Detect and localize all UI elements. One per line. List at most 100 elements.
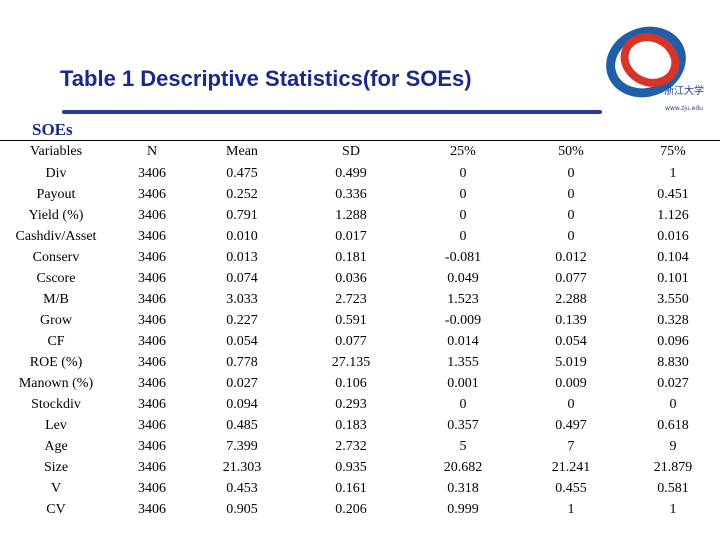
section-divider <box>0 140 720 141</box>
value-cell: 1 <box>669 166 677 181</box>
table-row: CF 3406 0.054 0.077 0.014 0.054 0.096 <box>0 331 720 352</box>
value-cell: 3406 <box>138 439 166 454</box>
value-cell: 0 <box>459 166 467 181</box>
value-cell: 1.523 <box>447 292 479 307</box>
value-cell: 0.094 <box>226 397 258 412</box>
value-cell: 0.905 <box>226 502 258 517</box>
variable-name-cell: Cscore <box>36 271 76 286</box>
variable-name-cell: Div <box>45 166 67 181</box>
table-row: Div 3406 0.475 0.499 0 0 1 <box>0 163 720 184</box>
value-cell: 3406 <box>138 250 166 265</box>
value-cell: 0.293 <box>335 397 367 412</box>
value-cell: 0.013 <box>226 250 258 265</box>
value-cell: 2.732 <box>335 439 367 454</box>
value-cell: 3406 <box>138 355 166 370</box>
value-cell: 1.355 <box>447 355 479 370</box>
value-cell: 0.077 <box>555 271 587 286</box>
logo-subtext: www.zju.edu <box>665 105 703 112</box>
value-cell: 2.723 <box>335 292 367 307</box>
value-cell: 7.399 <box>226 439 258 454</box>
variable-name-cell: Lev <box>45 418 67 433</box>
variable-name-cell: Grow <box>40 313 72 328</box>
value-cell: 0.618 <box>657 418 689 433</box>
value-cell: 0.017 <box>335 229 367 244</box>
variable-name-cell: V <box>50 481 62 496</box>
table-row: Stockdiv 3406 0.094 0.293 0 0 0 <box>0 394 720 415</box>
table-row: Cashdiv/Asset 3406 0.010 0.017 0 0 0.016 <box>0 226 720 247</box>
value-cell: 20.682 <box>443 460 483 475</box>
value-cell: 0.451 <box>657 187 689 202</box>
value-cell: 8.830 <box>657 355 689 370</box>
value-cell: 0.485 <box>226 418 258 433</box>
value-cell: 21.303 <box>222 460 262 475</box>
value-cell: 0.497 <box>555 418 587 433</box>
value-cell: 0.475 <box>226 166 258 181</box>
value-cell: 0.010 <box>226 229 258 244</box>
value-cell: 0 <box>459 187 467 202</box>
descriptive-stats-table: Variables N Mean SD 25% 50% 75% Div 3406 0.475 0.… <box>0 141 720 520</box>
value-cell: 3.033 <box>226 292 258 307</box>
column-header: 50% <box>558 144 584 159</box>
value-cell: 0 <box>669 397 677 412</box>
value-cell: 0 <box>567 397 575 412</box>
value-cell: 1.126 <box>657 208 689 223</box>
variable-name-cell: ROE (%) <box>29 355 83 370</box>
table-row: Manown (%) 3406 0.027 0.106 0.001 0.009 0.027 <box>0 373 720 394</box>
value-cell: 0.074 <box>226 271 258 286</box>
value-cell: 21.879 <box>653 460 693 475</box>
value-cell: 0.054 <box>226 334 258 349</box>
value-cell: 0.036 <box>335 271 367 286</box>
value-cell: -0.081 <box>444 250 482 265</box>
value-cell: 0 <box>567 187 575 202</box>
value-cell: 21.241 <box>551 460 591 475</box>
value-cell: 0.227 <box>226 313 258 328</box>
page-title: Table 1 Descriptive Statistics(for SOEs) <box>60 66 472 91</box>
value-cell: 5 <box>459 439 467 454</box>
variable-name-cell: CF <box>47 334 65 349</box>
value-cell: 0.252 <box>226 187 258 202</box>
value-cell: 0.012 <box>555 250 587 265</box>
column-header: 75% <box>660 144 686 159</box>
value-cell: 0.453 <box>226 481 258 496</box>
table-row: M/B 3406 3.033 2.723 1.523 2.288 3.550 <box>0 289 720 310</box>
table-row: Grow 3406 0.227 0.591 -0.009 0.139 0.328 <box>0 310 720 331</box>
value-cell: 3406 <box>138 502 166 517</box>
table-row: ROE (%) 3406 0.778 27.135 1.355 5.019 8.830 <box>0 352 720 373</box>
value-cell: 0 <box>459 208 467 223</box>
variable-name-cell: CV <box>46 502 66 517</box>
column-header: SD <box>342 144 360 159</box>
value-cell: 0.183 <box>335 418 367 433</box>
value-cell: 0.791 <box>226 208 258 223</box>
value-cell: 5.019 <box>555 355 587 370</box>
value-cell: 3.550 <box>657 292 689 307</box>
value-cell: 0.101 <box>657 271 689 286</box>
variable-name-cell: Stockdiv <box>31 397 81 412</box>
value-cell: 3406 <box>138 208 166 223</box>
value-cell: 0.455 <box>555 481 587 496</box>
value-cell: 1.288 <box>335 208 367 223</box>
table-row: CV 3406 0.905 0.206 0.999 1 1 <box>0 499 720 520</box>
value-cell: 3406 <box>138 187 166 202</box>
variable-name-cell: Cashdiv/Asset <box>15 229 97 244</box>
table-row: Payout 3406 0.252 0.336 0 0 0.451 <box>0 184 720 205</box>
table-row: V 3406 0.453 0.161 0.318 0.455 0.581 <box>0 478 720 499</box>
value-cell: 0.096 <box>657 334 689 349</box>
variable-name-cell: Yield (%) <box>28 208 84 223</box>
value-cell: 0.027 <box>226 376 258 391</box>
value-cell: 0.778 <box>226 355 258 370</box>
value-cell: 0.027 <box>657 376 689 391</box>
value-cell: 3406 <box>138 292 166 307</box>
value-cell: 0.106 <box>335 376 367 391</box>
logo-text: 浙江大学 <box>664 84 704 97</box>
value-cell: 3406 <box>138 460 166 475</box>
value-cell: 3406 <box>138 376 166 391</box>
value-cell: 0 <box>567 208 575 223</box>
value-cell: 0.999 <box>447 502 479 517</box>
value-cell: 27.135 <box>331 355 371 370</box>
value-cell: 7 <box>567 439 575 454</box>
value-cell: 0.016 <box>657 229 689 244</box>
value-cell: 0.336 <box>335 187 367 202</box>
column-header: N <box>146 144 158 159</box>
value-cell: 9 <box>669 439 677 454</box>
section-label: SOEs <box>32 120 73 139</box>
